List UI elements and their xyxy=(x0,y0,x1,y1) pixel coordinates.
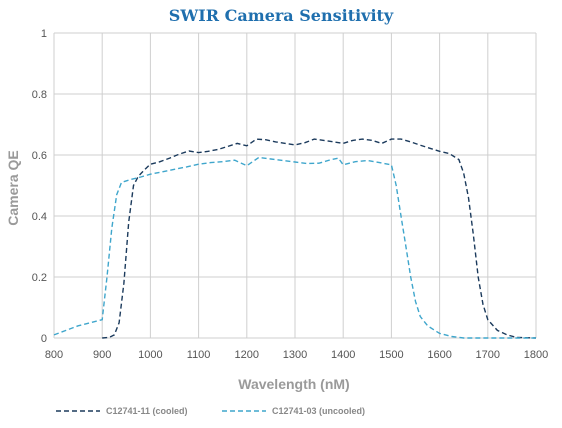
y-tick-label: 1 xyxy=(41,28,47,40)
y-axis-label: Camera QE xyxy=(5,150,21,225)
y-tick-label: 0.8 xyxy=(32,89,47,101)
x-tick-label: 1500 xyxy=(379,349,403,361)
x-tick-label: 1800 xyxy=(524,349,548,361)
series-layer xyxy=(53,138,537,339)
x-tick-label: 1600 xyxy=(427,349,451,361)
legend-label-2: C12741-03 (uncooled) xyxy=(272,406,365,416)
tick-labels: 800 900 1000 1100 1200 1300 1400 1500 1600 1700 18… xyxy=(32,28,549,361)
legend: C12741-11 (cooled) C12741-03 (uncooled) xyxy=(56,406,365,416)
series-line-2 xyxy=(53,156,536,339)
x-tick-label: 1700 xyxy=(476,349,500,361)
x-tick-label: 1300 xyxy=(283,349,307,361)
x-tick-label: 800 xyxy=(45,349,63,361)
series-line-1 xyxy=(102,138,537,339)
x-tick-label: 900 xyxy=(93,349,111,361)
chart-title: SWIR Camera Sensitivity xyxy=(169,6,394,25)
y-tick-label: 0.4 xyxy=(32,211,47,223)
y-tick-label: 0.6 xyxy=(32,150,47,162)
grid xyxy=(53,32,537,339)
x-tick-label: 1400 xyxy=(331,349,355,361)
x-tick-label: 1000 xyxy=(138,349,162,361)
y-tick-label: 0.2 xyxy=(32,272,47,284)
legend-label-1: C12741-11 (cooled) xyxy=(106,406,188,416)
x-tick-label: 1200 xyxy=(235,349,259,361)
x-axis-label: Wavelength (nM) xyxy=(238,376,349,392)
y-tick-label: 0 xyxy=(41,333,47,345)
x-tick-label: 1100 xyxy=(187,349,211,361)
